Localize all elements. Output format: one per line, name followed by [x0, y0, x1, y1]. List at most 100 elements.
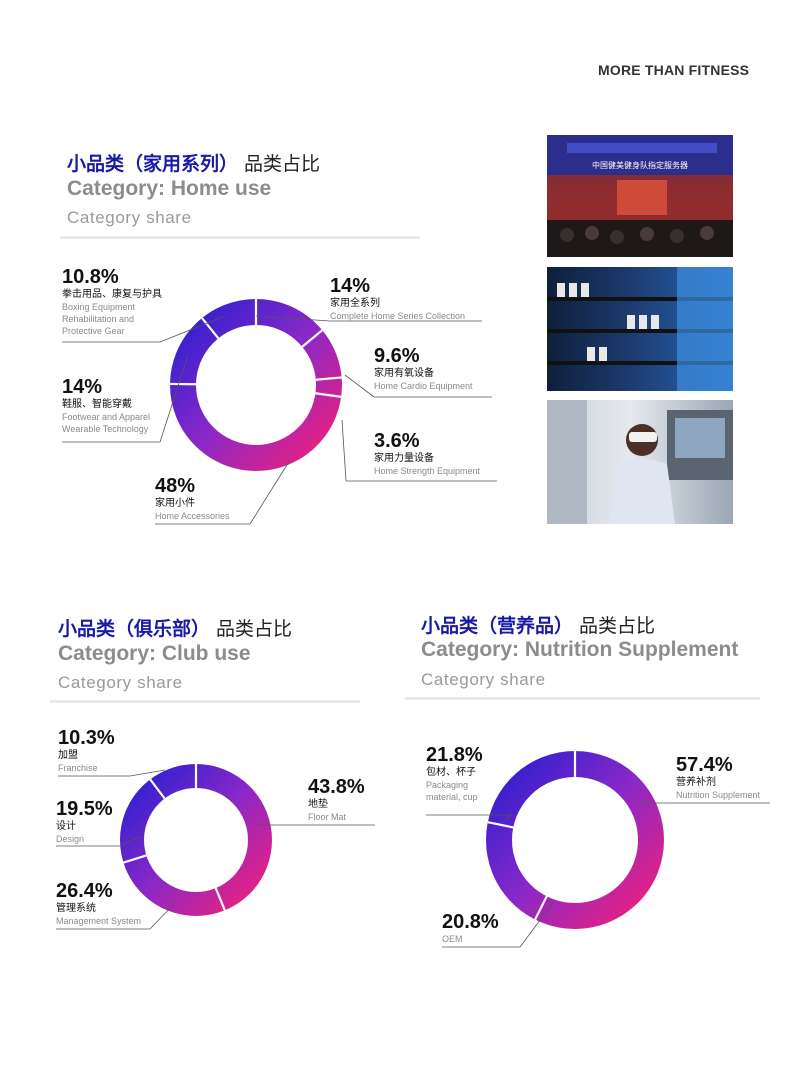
slice-label-cn: 设计 — [56, 821, 76, 832]
section-title-cn-suffix: 品类占比 — [579, 615, 656, 637]
slice-label-cn: 包材、杯子 — [426, 767, 476, 778]
slice-label-en: Home Accessories — [155, 511, 230, 521]
leader-line — [159, 354, 189, 443]
leader-line — [504, 814, 513, 821]
leader-line — [344, 374, 375, 398]
leader-line — [255, 315, 331, 322]
section-title-cn: 小品类（俱乐部） 品类占比 — [58, 614, 292, 641]
slice-label-en: Home Strength Equipment — [374, 466, 481, 476]
donut-slice — [328, 379, 329, 395]
slice-label-cn: 家用力量设备 — [374, 453, 434, 464]
section-subtitle: Category share — [67, 208, 192, 227]
section-title-en: Category: Club use — [58, 642, 251, 665]
slice-percent: 9.6% — [374, 345, 420, 367]
vr-demo-photo — [547, 400, 733, 524]
slice-separator — [123, 854, 147, 864]
leader-line — [519, 899, 556, 948]
slice-separator — [315, 376, 342, 381]
vr-demo-illustration — [547, 400, 733, 524]
slice-percent: 14% — [62, 376, 103, 398]
product-shelf-photo — [547, 267, 733, 391]
slice-label: 9.6% 家用有氧设备 Home Cardio Equipment — [374, 345, 473, 392]
donut-slice — [499, 825, 541, 908]
section-title-cn-main: 小品类（俱乐部） — [58, 618, 211, 640]
slice-label-en: Franchise — [58, 763, 98, 773]
section-title-en: Category: Home use — [67, 177, 272, 200]
slice-label: 48% 家用小件 Home Accessories — [155, 475, 230, 522]
section-title-cn-main: 小品类（家用系列） — [67, 153, 239, 175]
slice-percent: 48% — [155, 475, 196, 497]
slice-separator — [487, 821, 514, 829]
slice-separator — [315, 392, 342, 398]
slice-label: 26.4% 管理系统 Management System — [56, 880, 141, 927]
donut-slice — [183, 328, 210, 384]
slice-label-cn: 加盟 — [58, 750, 78, 761]
leader-line — [149, 902, 176, 930]
slice-percent: 10.3% — [58, 727, 115, 749]
section-divider — [405, 697, 760, 700]
slice-percent: 57.4% — [676, 754, 733, 776]
slice-separator — [534, 895, 548, 921]
slice-label-cn: 地垫 — [308, 799, 328, 810]
slice-label-en: Complete Home Series Collection — [330, 311, 466, 321]
section-subtitle: Category share — [421, 670, 546, 689]
donut-slice — [135, 859, 220, 904]
slice-label: 19.5% 设计 Design — [56, 798, 113, 845]
slice-label-en: Boxing Equipment Rehabilitation and Prot… — [62, 302, 136, 336]
slice-percent: 10.8% — [62, 266, 119, 288]
section-divider — [60, 236, 420, 239]
leader-line — [129, 769, 166, 777]
slice-percent: 21.8% — [426, 744, 483, 766]
slice-label: 57.4% 营养补剂 Nutrition Supplement — [676, 754, 760, 801]
slice-label-cn: 营养补剂 — [676, 777, 716, 788]
banner-text: 中国健美健身队指定服务器 — [592, 160, 688, 170]
section-title-cn-main: 小品类（营养品） — [421, 615, 574, 637]
slice-label-en: Nutrition Supplement — [676, 790, 761, 800]
slice-label: 43.8% 地垫 Floor Mat — [308, 776, 365, 823]
section-title-cn: 小品类（营养品） 品类占比 — [421, 611, 655, 638]
slice-label-cn: 管理系统 — [56, 903, 96, 914]
product-shelf-illustration — [547, 267, 733, 391]
leader-line — [341, 419, 347, 482]
section-subtitle: Category share — [58, 673, 183, 692]
leader-line — [249, 459, 291, 525]
leader-line — [119, 835, 143, 847]
slice-percent: 14% — [330, 275, 371, 297]
slice-separator — [201, 317, 220, 339]
slice-label: 10.3% 加盟 Franchise — [58, 727, 115, 774]
slice-label: 14% 鞋服、智能穿戴 Footwear and Apparel Wearable … — [62, 376, 150, 435]
section-title-cn-suffix: 品类占比 — [244, 153, 321, 175]
donut-slice — [210, 312, 256, 328]
slice-label-en: Design — [56, 834, 85, 844]
slice-label: 21.8% 包材、杯子 Packaging material, cup — [426, 744, 483, 803]
slice-label-cn: 拳击用品、康复与护具 — [62, 289, 162, 300]
slice-label-cn: 家用小件 — [155, 498, 195, 509]
slice-label-cn: 鞋服、智能穿戴 — [62, 399, 132, 410]
slice-label-cn: 家用全系列 — [330, 298, 380, 309]
section-title-en: Category: Nutrition Supplement — [421, 638, 739, 661]
slice-label-en: Home Cardio Equipment — [374, 381, 473, 391]
donut-slice — [157, 776, 196, 789]
slice-label: 3.6% 家用力量设备 Home Strength Equipment — [374, 430, 480, 477]
expo-stage-photo: 中国健美健身队指定服务器 — [547, 135, 733, 257]
slice-percent: 19.5% — [56, 798, 113, 820]
slice-percent: 43.8% — [308, 776, 365, 798]
donut-slice — [196, 776, 260, 899]
section-title-cn-suffix: 品类占比 — [216, 618, 293, 640]
slice-label: 14% 家用全系列 Complete Home Series Collection — [330, 275, 465, 322]
section-divider — [50, 700, 360, 703]
leader-line — [159, 315, 226, 343]
donut-slice — [132, 789, 157, 859]
slice-separator — [149, 778, 166, 800]
slice-label-en: Footwear and Apparel Wearable Technology — [62, 412, 151, 434]
slice-percent: 20.8% — [442, 911, 499, 933]
slice-label-en: OEM — [442, 934, 463, 944]
donut-slice — [183, 384, 328, 458]
slice-percent: 3.6% — [374, 430, 420, 452]
section-title-cn: 小品类（家用系列） 品类占比 — [67, 149, 320, 176]
expo-stage-illustration: 中国健美健身队指定服务器 — [547, 135, 733, 257]
slice-label-en: Management System — [56, 916, 142, 926]
donut-slice — [256, 312, 312, 338]
slice-label-cn: 家用有氧设备 — [374, 368, 434, 379]
